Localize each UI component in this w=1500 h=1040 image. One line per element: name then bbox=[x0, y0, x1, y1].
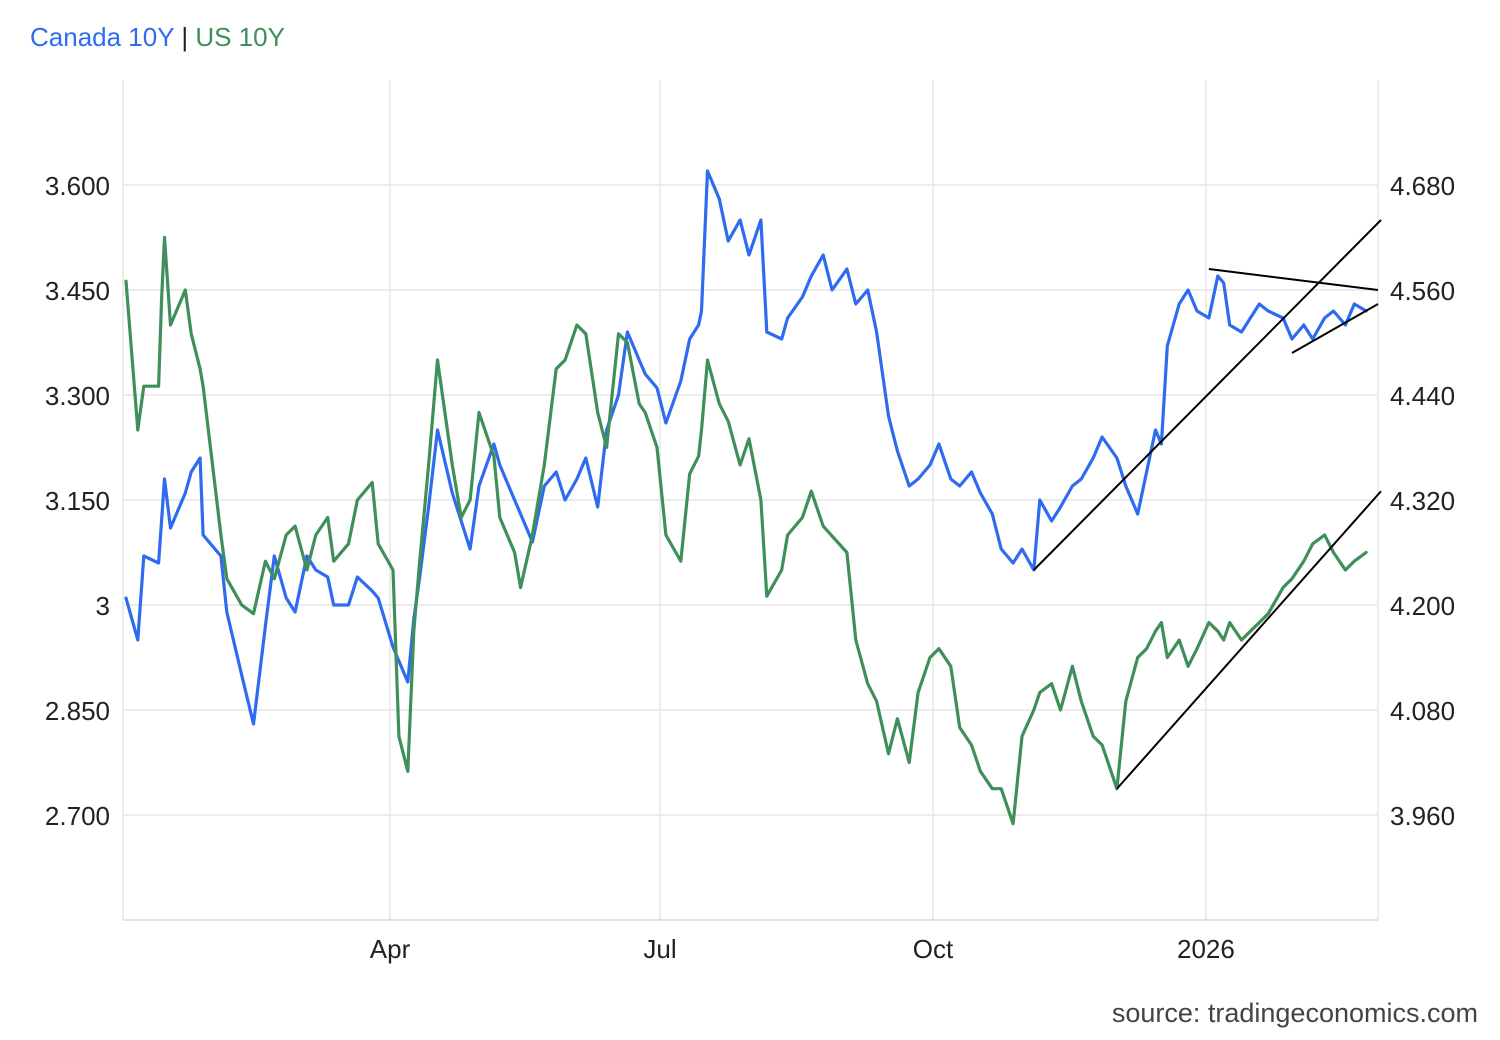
y-right-tick-label: 4.560 bbox=[1390, 276, 1455, 306]
y-right-tick-label: 4.200 bbox=[1390, 591, 1455, 621]
x-tick-label: Apr bbox=[370, 934, 411, 964]
y-right-tick-label: 3.960 bbox=[1390, 801, 1455, 831]
series-line-us-10y bbox=[124, 235, 1368, 826]
y-right-tick-label: 4.080 bbox=[1390, 696, 1455, 726]
y-right-tick-label: 4.320 bbox=[1390, 486, 1455, 516]
y-right-tick-label: 4.680 bbox=[1390, 171, 1455, 201]
trendline-annotation bbox=[1208, 268, 1379, 291]
y-left-tick-label: 2.700 bbox=[45, 801, 110, 831]
series-line-canada-10y bbox=[124, 169, 1368, 726]
y-left-tick-label: 2.850 bbox=[45, 696, 110, 726]
chart-legend: Canada 10Y | US 10Y bbox=[30, 22, 285, 53]
x-tick-label: 2026 bbox=[1177, 934, 1235, 964]
y-left-tick-label: 3.300 bbox=[45, 381, 110, 411]
trendline-annotation bbox=[1116, 490, 1382, 790]
y-left-tick-label: 3 bbox=[96, 591, 110, 621]
y-left-tick-label: 3.600 bbox=[45, 171, 110, 201]
x-tick-label: Jul bbox=[643, 934, 676, 964]
legend-canada[interactable]: Canada 10Y bbox=[30, 22, 175, 52]
y-left-tick-label: 3.150 bbox=[45, 486, 110, 516]
source-credit: source: tradingeconomics.com bbox=[1111, 998, 1478, 1028]
y-right-tick-label: 4.440 bbox=[1390, 381, 1455, 411]
x-tick-label: Oct bbox=[913, 934, 954, 964]
trendline-annotation bbox=[1033, 219, 1382, 571]
trendline-annotation bbox=[1291, 303, 1379, 354]
legend-separator: | bbox=[181, 22, 189, 52]
y-left-tick-label: 3.450 bbox=[45, 276, 110, 306]
legend-us[interactable]: US 10Y bbox=[195, 22, 285, 52]
